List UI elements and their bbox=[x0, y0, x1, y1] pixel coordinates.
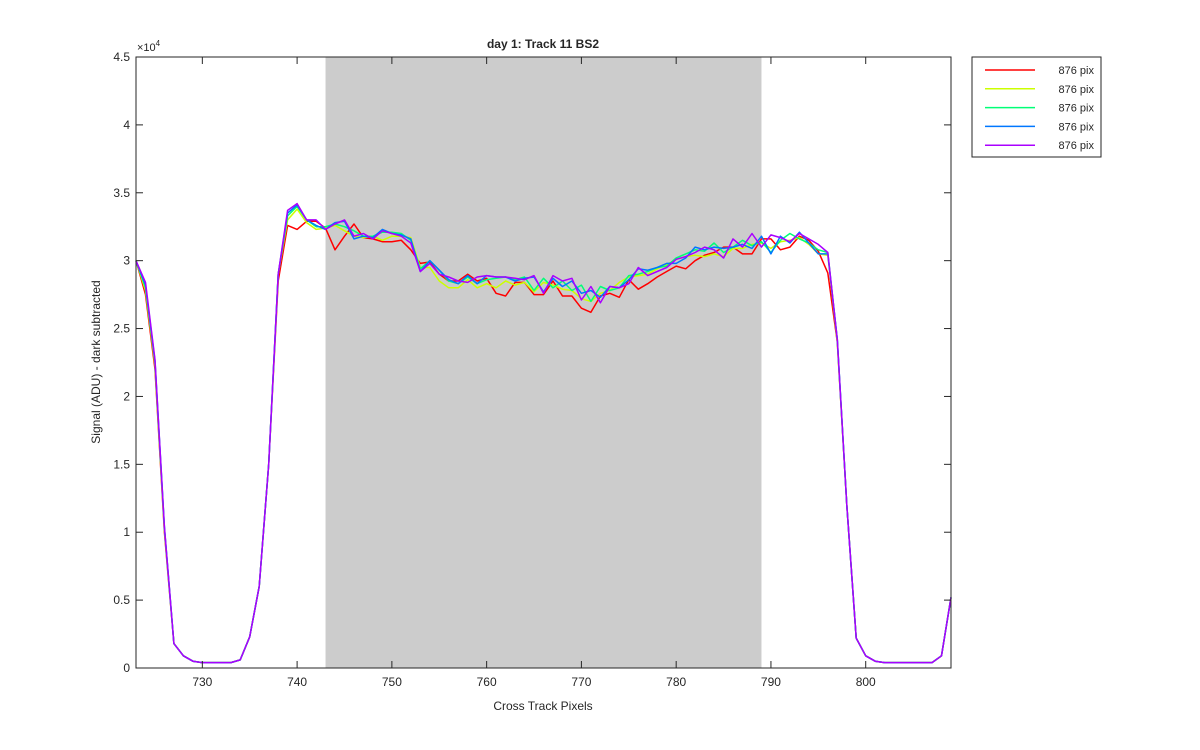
x-tick-label: 740 bbox=[287, 675, 307, 689]
x-tick-label: 790 bbox=[761, 675, 781, 689]
y-tick-label: 1 bbox=[123, 525, 130, 539]
y-tick-label: 2 bbox=[123, 389, 130, 403]
x-tick-label: 730 bbox=[192, 675, 212, 689]
legend-label: 876 pix bbox=[1059, 84, 1095, 96]
y-tick-label: 4.5 bbox=[113, 50, 130, 64]
x-tick-label: 770 bbox=[571, 675, 591, 689]
y-multiplier: ×104 bbox=[137, 39, 161, 54]
series-group bbox=[135, 202, 952, 664]
legend-label: 876 pix bbox=[1059, 140, 1095, 152]
x-tick-label: 800 bbox=[856, 675, 876, 689]
y-tick-label: 0.5 bbox=[113, 593, 130, 607]
chart-title: day 1: Track 11 BS2 bbox=[487, 37, 599, 51]
legend-items: 876 pix 876 pix 876 pix 876 pix 876 pix bbox=[985, 65, 1094, 152]
x-tick-label: 780 bbox=[666, 675, 686, 689]
x-tick-label: 750 bbox=[382, 675, 402, 689]
y-tick-labels: 0 0.5 1 1.5 2 2.5 3 3.5 4 4.5 bbox=[113, 50, 130, 675]
y-tick-label: 1.5 bbox=[113, 457, 130, 471]
x-tick-label: 760 bbox=[477, 675, 497, 689]
axes-box bbox=[135, 56, 952, 669]
y-tick-label: 3.5 bbox=[113, 186, 130, 200]
y-axis-label: Signal (ADU) - dark subtracted bbox=[89, 280, 103, 443]
legend: 876 pix 876 pix 876 pix 876 pix 876 pix bbox=[971, 56, 1102, 158]
x-tick-labels: 730 740 750 760 770 780 790 800 bbox=[192, 675, 876, 689]
legend-label: 876 pix bbox=[1059, 65, 1095, 77]
axes-group bbox=[135, 56, 952, 669]
y-tick-label: 4 bbox=[123, 118, 130, 132]
legend-label: 876 pix bbox=[1059, 103, 1095, 115]
y-tick-label: 0 bbox=[123, 661, 130, 675]
y-tick-label: 2.5 bbox=[113, 322, 130, 336]
shaded-region bbox=[325, 57, 762, 668]
x-axis-label: Cross Track Pixels bbox=[493, 699, 592, 713]
legend-label: 876 pix bbox=[1059, 121, 1095, 133]
series-line-5 bbox=[135, 202, 952, 664]
y-tick-label: 3 bbox=[123, 254, 130, 268]
